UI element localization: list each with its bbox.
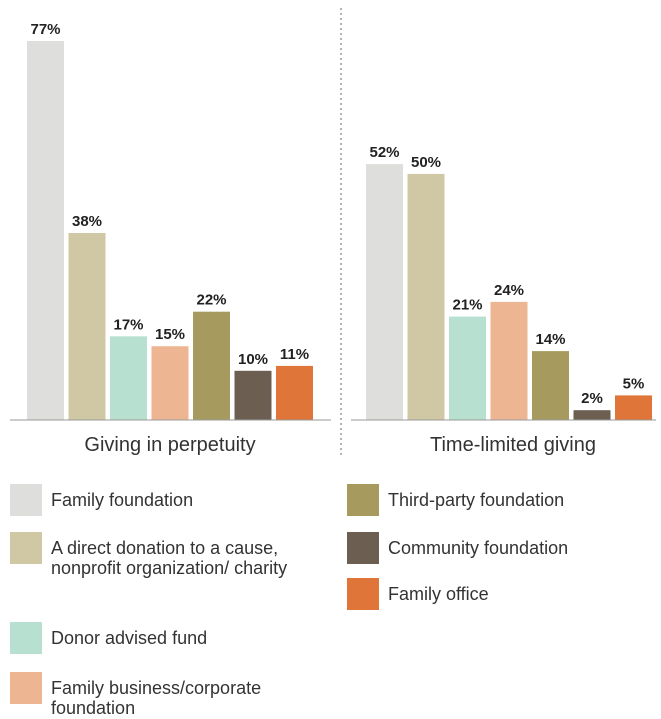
data-label-1-4: 14% (535, 331, 565, 348)
bar-1-5 (573, 410, 611, 420)
data-label-1-3: 24% (494, 282, 524, 299)
data-label-0-4: 22% (196, 292, 226, 309)
legend-label: Family office (388, 584, 489, 604)
legend-item-community-foundation: Community foundation (347, 532, 658, 564)
legend-item-family-foundation: Family foundation (10, 484, 321, 516)
legend-item-third-party-foundation: Third-party foundation (347, 484, 658, 516)
data-label-1-1: 50% (411, 154, 441, 171)
bar-0-4 (193, 311, 230, 420)
data-label-1-0: 52% (369, 144, 399, 161)
legend-label: Third-party foundation (388, 490, 565, 510)
group-label-time-limited: Time-limited giving (430, 434, 596, 456)
bar-0-2 (110, 336, 147, 420)
data-label-1-2: 21% (452, 297, 482, 314)
legend-item-direct-donation: A direct donation to a cause, nonprofit … (10, 532, 321, 578)
bar-1-4 (532, 351, 569, 420)
legend-label: A direct donation to a cause, nonprofit … (51, 538, 288, 578)
legend-swatch (347, 484, 379, 516)
legend-swatch (10, 622, 42, 654)
legend-item-donor-advised-fund: Donor advised fund (10, 622, 321, 654)
bar-1-6 (615, 395, 652, 420)
group-label-perpetuity: Giving in perpetuity (84, 434, 255, 456)
legend-swatch (10, 484, 42, 516)
legend-item-family-business-foundation: Family business/corporate foundation (10, 672, 321, 718)
data-label-0-5: 10% (238, 351, 268, 368)
data-label-0-2: 17% (113, 316, 143, 333)
data-label-1-6: 5% (623, 375, 645, 392)
legend-label: Donor advised fund (51, 628, 208, 648)
bars-layer: 77% 38% 17% 15% 22% 10% 11% 52% 50% 21% 24% 14% 2% 5% (27, 21, 652, 420)
legend-swatch (347, 532, 379, 564)
legend-swatch (347, 578, 379, 610)
data-label-0-3: 15% (155, 326, 185, 343)
legend-label: Community foundation (388, 538, 569, 558)
bar-0-1 (68, 233, 106, 420)
legend-swatch (10, 672, 42, 704)
legend-label: Family business/corporate foundation (51, 678, 262, 718)
bar-1-3 (490, 301, 528, 420)
bar-chart: 77% 38% 17% 15% 22% 10% 11% 52% 50% 21% 24% 14% 2% 5%… (10, 8, 656, 458)
bar-0-3 (151, 346, 189, 420)
bar-1-1 (407, 173, 445, 420)
bar-0-6 (276, 365, 313, 420)
bar-1-2 (449, 316, 486, 420)
bar-1-0 (366, 164, 403, 420)
data-label-0-0: 77% (30, 21, 60, 38)
data-label-1-5: 2% (581, 390, 603, 407)
legend-item-family-office: Family office (347, 578, 658, 610)
data-label-0-6: 11% (280, 346, 309, 363)
bar-0-0 (27, 41, 64, 420)
legend-swatch (10, 532, 42, 564)
data-label-0-1: 38% (72, 213, 102, 230)
bar-0-5 (234, 370, 272, 420)
legend-label: Family foundation (51, 490, 194, 510)
